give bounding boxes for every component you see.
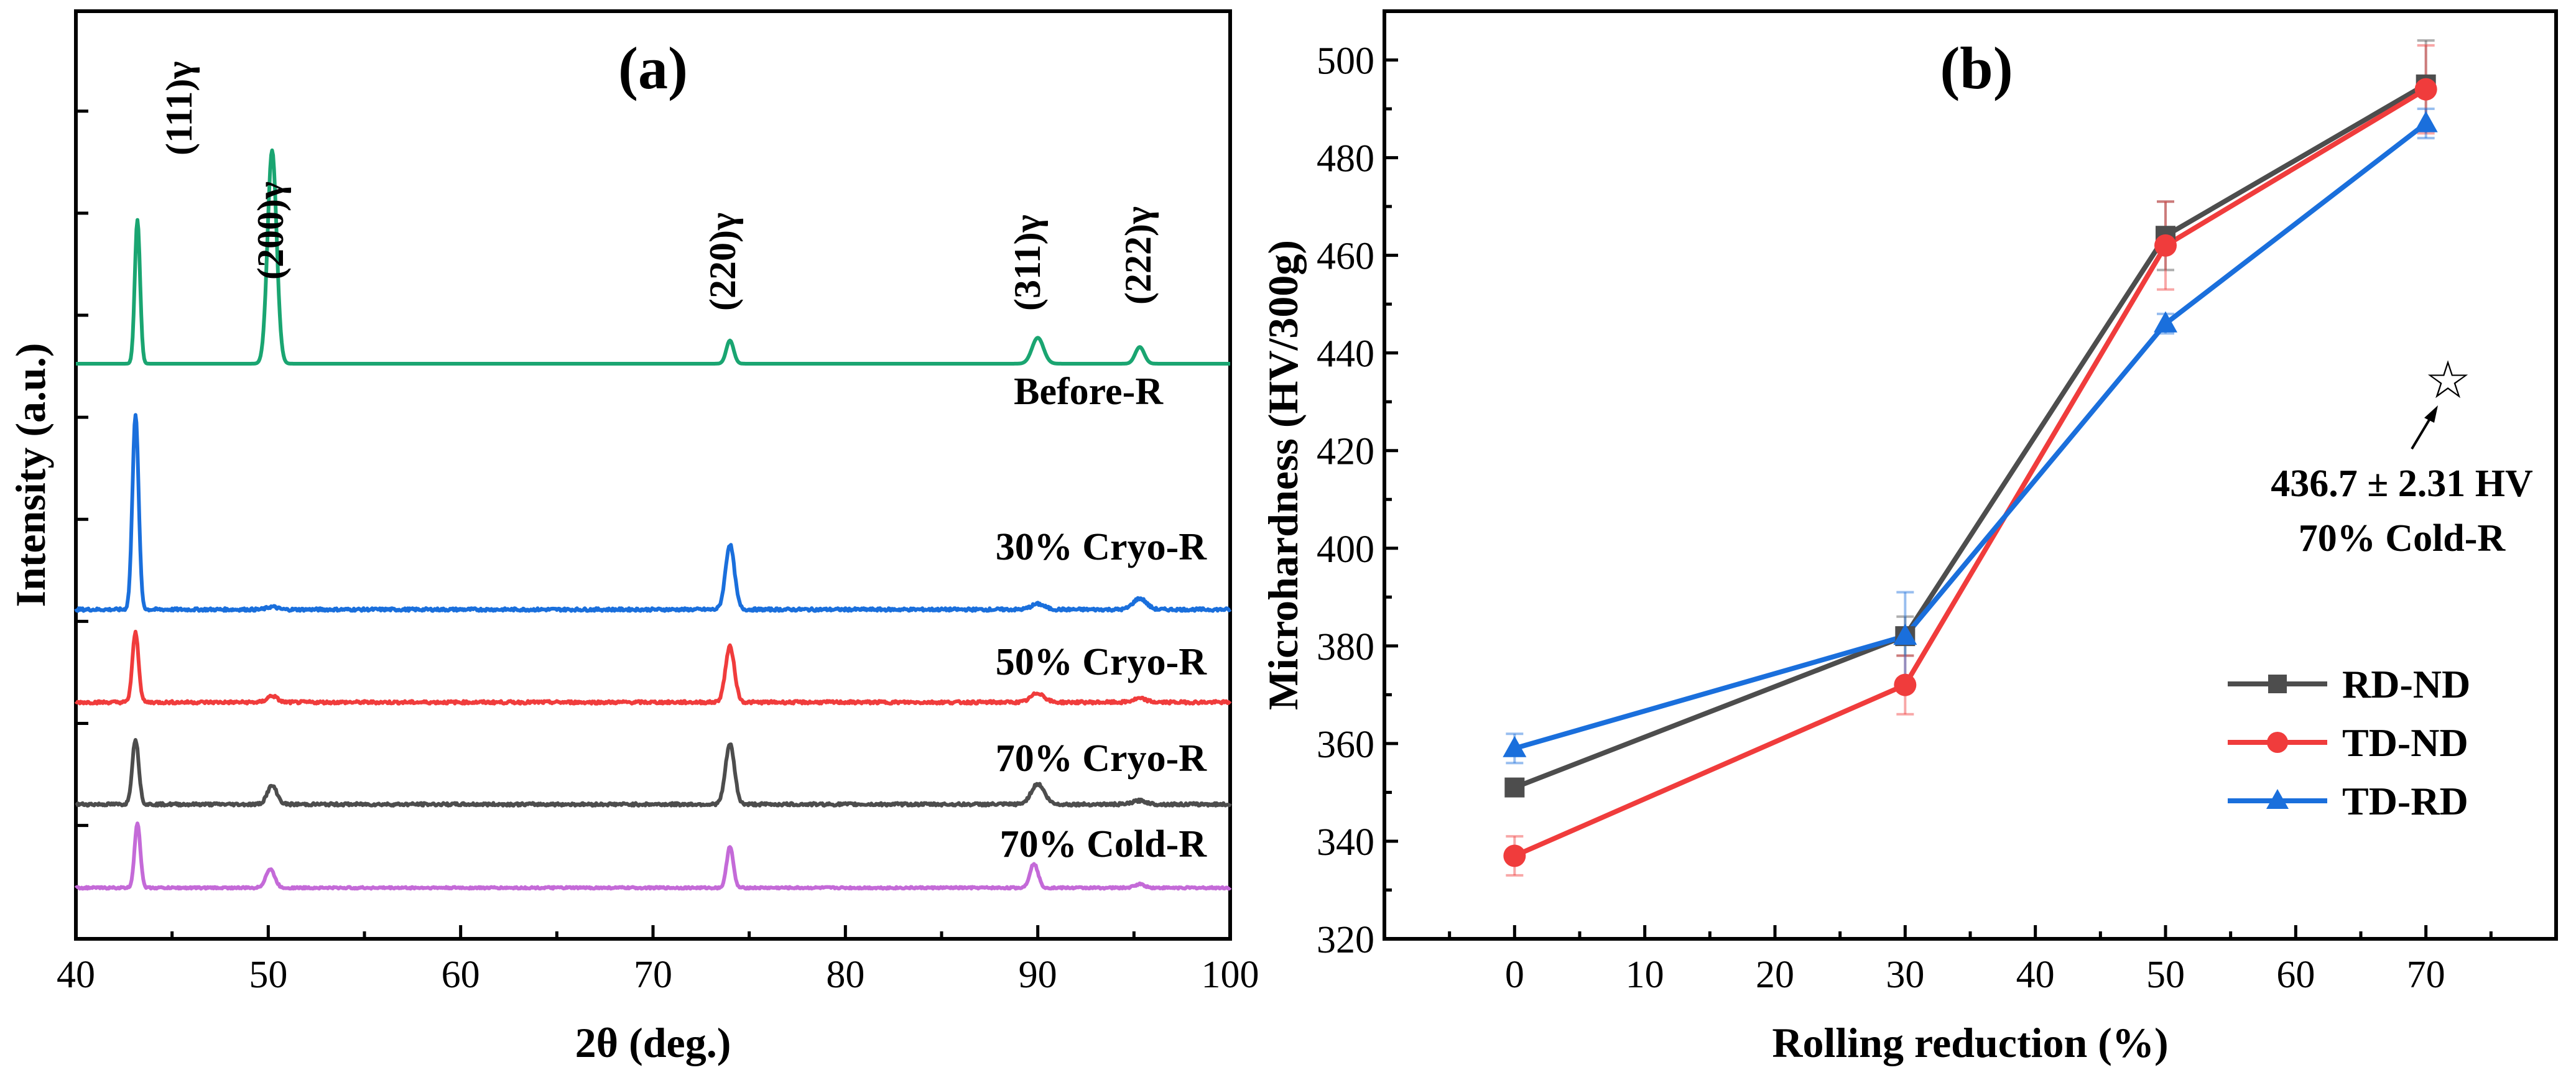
x-tick-label: 0 xyxy=(1505,954,1524,996)
y-tick-label: 380 xyxy=(1317,626,1374,668)
y-tick-label: 400 xyxy=(1317,528,1374,571)
panel-b-legend: RD-ND TD-ND TD-RD xyxy=(2228,662,2470,823)
annotation-arrowhead xyxy=(2424,405,2438,423)
panel-b-x-axis-title: Rolling reduction (%) xyxy=(1772,1019,2168,1066)
x-tick-label: 20 xyxy=(1756,954,1794,996)
star-icon: ☆ xyxy=(2424,349,2471,410)
data-point-circle xyxy=(1503,844,1526,867)
data-point-triangle xyxy=(2414,111,2438,132)
annotation-value: 436.7 ± 2.31 HV xyxy=(2271,463,2533,505)
y-tick-label: 500 xyxy=(1317,40,1374,83)
legend-label: TD-ND xyxy=(2342,721,2468,765)
legend-label: RD-ND xyxy=(2342,662,2470,706)
panel-a-y-axis-title: Intensity (a.u.) xyxy=(7,343,54,607)
x-tick-label: 100 xyxy=(1202,954,1259,996)
x-tick-label: 90 xyxy=(1019,954,1057,996)
legend-label: TD-RD xyxy=(2342,779,2468,823)
panel-a-trace-labels: Before-R 30% Cryo-R 50% Cryo-R 70% Cryo-R 70… xyxy=(996,371,1207,865)
panel-b-markers xyxy=(1503,74,2438,867)
panel-b-label: (b) xyxy=(1940,35,2013,101)
trace-4 xyxy=(74,821,1232,891)
y-tick-label: 480 xyxy=(1317,138,1374,180)
trace-label: Before-R xyxy=(1014,371,1164,413)
legend-marker-square xyxy=(2268,675,2287,693)
y-tick-label: 460 xyxy=(1317,236,1374,278)
trace-label: 50% Cryo-R xyxy=(996,641,1207,683)
y-tick-label: 420 xyxy=(1317,431,1374,473)
panel-a-y-ticks xyxy=(76,109,88,828)
legend-marker-triangle xyxy=(2266,789,2289,809)
panel-b-hardness-chart: 0 10 20 30 40 50 60 70 320 340 360 380 400 420 440 460… xyxy=(1259,9,2558,1066)
trace-label: 30% Cryo-R xyxy=(996,526,1207,568)
legend-marker-circle xyxy=(2267,732,2288,753)
peak-label: (111)γ xyxy=(159,62,200,155)
x-tick-label: 30 xyxy=(1886,954,1924,996)
peak-label: (200)γ xyxy=(250,182,291,280)
x-tick-label: 10 xyxy=(1626,954,1664,996)
data-point-square xyxy=(1504,777,1525,798)
panel-b-y-ticks: 320 340 360 380 400 420 440 460 480 500 xyxy=(1317,9,1398,961)
x-tick-label: 50 xyxy=(2146,954,2185,996)
peak-label: (220)γ xyxy=(702,213,743,311)
series-line-2 xyxy=(1514,121,2428,751)
series-line-1 xyxy=(1513,87,2427,859)
panel-b-annotation: ☆ 436.7 ± 2.31 HV 70% Cold-R xyxy=(2271,349,2533,560)
data-point-triangle xyxy=(2154,311,2177,333)
y-tick-label: 320 xyxy=(1317,919,1374,961)
panel-a-x-axis-title: 2θ (deg.) xyxy=(575,1019,731,1066)
trace-label: 70% Cold-R xyxy=(1000,823,1208,865)
peak-label: (222)γ xyxy=(1118,206,1159,305)
data-point-circle xyxy=(2154,234,2177,257)
data-point-triangle xyxy=(1893,624,1917,645)
trace-2 xyxy=(74,629,1232,706)
panel-a-traces xyxy=(74,148,1232,891)
panel-b-x-ticks: 0 10 20 30 40 50 60 70 xyxy=(1448,925,2493,996)
y-tick-label: 440 xyxy=(1317,333,1374,376)
data-point-circle xyxy=(1894,673,1917,696)
panel-a-peak-labels: (111)γ (200)γ (220)γ (311)γ (222)γ xyxy=(159,62,1159,311)
data-point-triangle xyxy=(1503,736,1527,757)
panel-a-x-ticks: 40 50 60 70 80 90 100 xyxy=(57,925,1259,996)
series-line-0 xyxy=(1513,82,2427,790)
data-point-circle xyxy=(2414,78,2437,101)
panel-a-xrd-chart: 40 50 60 70 80 90 100 (111)γ (200)γ (220)γ (311)γ… xyxy=(7,9,1259,1066)
y-tick-label: 340 xyxy=(1317,821,1374,864)
x-tick-label: 40 xyxy=(57,954,95,996)
x-tick-label: 40 xyxy=(2016,954,2055,996)
x-tick-label: 60 xyxy=(442,954,480,996)
trace-3 xyxy=(75,738,1232,808)
trace-1 xyxy=(74,413,1232,613)
x-tick-label: 80 xyxy=(826,954,864,996)
x-tick-label: 50 xyxy=(249,954,287,996)
trace-label: 70% Cryo-R xyxy=(996,737,1207,780)
panel-b-y-axis-title: Microhardness (HV/300g) xyxy=(1259,240,1307,710)
panel-b-series-lines xyxy=(1513,82,2428,859)
y-tick-label: 360 xyxy=(1317,724,1374,766)
x-tick-label: 60 xyxy=(2276,954,2315,996)
panel-a-plot-frame xyxy=(74,9,1232,941)
peak-label: (311)γ xyxy=(1007,215,1048,311)
annotation-sample: 70% Cold-R xyxy=(2299,517,2506,560)
x-tick-label: 70 xyxy=(634,954,672,996)
trace-0 xyxy=(75,148,1231,366)
panel-a-label: (a) xyxy=(618,35,688,101)
x-tick-label: 70 xyxy=(2407,954,2445,996)
